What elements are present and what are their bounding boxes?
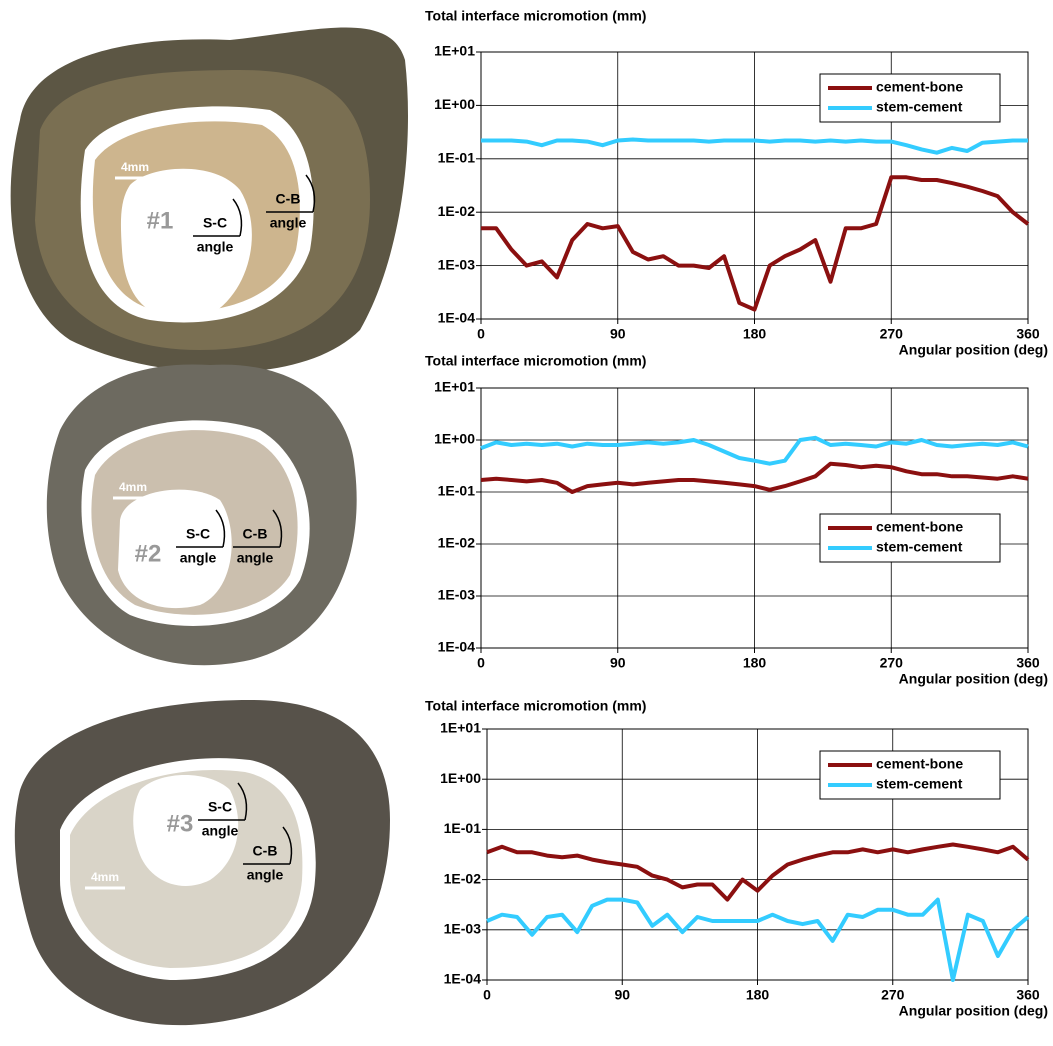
x-tick-label: 270 <box>880 326 904 342</box>
specimen-photo <box>15 700 390 1025</box>
x-tick-label: 180 <box>743 655 767 671</box>
specimen-photo <box>11 28 408 373</box>
y-tick-label: 1E-01 <box>444 820 482 836</box>
angle-label: C-B <box>253 843 278 859</box>
y-tick-label: 1E+00 <box>440 770 481 786</box>
y-tick-label: 1E-03 <box>438 587 476 603</box>
x-axis-label: Angular position (deg) <box>899 1003 1048 1019</box>
y-tick-label: 1E-03 <box>438 256 476 272</box>
legend-label: stem-cement <box>876 99 963 115</box>
x-tick-label: 0 <box>477 326 485 342</box>
chart-title: Total interface micromotion (mm) <box>425 8 646 24</box>
angle-label: angle <box>202 823 239 839</box>
legend-label: stem-cement <box>876 539 963 555</box>
y-tick-label: 1E+00 <box>434 96 475 112</box>
scale-label: 4mm <box>119 480 147 494</box>
y-tick-label: 1E+00 <box>434 431 475 447</box>
y-tick-label: 1E+01 <box>434 379 475 395</box>
y-tick-label: 1E-04 <box>444 971 482 987</box>
chart-title: Total interface micromotion (mm) <box>425 698 646 714</box>
x-tick-label: 360 <box>1016 987 1040 1003</box>
figure: #1 4mm S-C angle C-B angle #2 4mm S-C angle C-B ang… <box>0 0 1053 1046</box>
x-tick-label: 90 <box>610 655 626 671</box>
specimen-id: #1 <box>147 207 174 234</box>
y-tick-label: 1E+01 <box>440 720 481 736</box>
angle-label: angle <box>270 215 307 231</box>
legend-label: cement-bone <box>876 519 963 535</box>
x-axis-label: Angular position (deg) <box>899 342 1048 358</box>
angle-label: C-B <box>243 526 268 542</box>
angle-label: angle <box>180 550 217 566</box>
legend-label: stem-cement <box>876 776 963 792</box>
scale-label: 4mm <box>91 870 119 884</box>
specimen-id: #2 <box>135 540 162 567</box>
y-tick-label: 1E-02 <box>444 870 482 886</box>
chart-title: Total interface micromotion (mm) <box>425 353 646 369</box>
angle-label: angle <box>247 867 284 883</box>
x-tick-label: 270 <box>880 655 904 671</box>
x-tick-label: 180 <box>743 326 767 342</box>
chart: Total interface micromotion (mm) 1E-04 1E-… <box>425 8 1048 358</box>
scale-label: 4mm <box>121 160 149 174</box>
x-tick-label: 180 <box>746 987 770 1003</box>
angle-label: S-C <box>208 799 232 815</box>
x-tick-label: 0 <box>483 987 491 1003</box>
chart: Total interface micromotion (mm) 1E-04 1E-… <box>425 353 1048 687</box>
y-tick-label: 1E-04 <box>438 310 476 326</box>
x-tick-label: 360 <box>1016 326 1040 342</box>
chart: Total interface micromotion (mm) 1E-04 1E-… <box>425 698 1048 1019</box>
y-tick-label: 1E-04 <box>438 639 476 655</box>
legend-label: cement-bone <box>876 79 963 95</box>
specimen-photo <box>47 364 357 665</box>
legend-label: cement-bone <box>876 756 963 772</box>
x-tick-label: 90 <box>614 987 630 1003</box>
specimen-id: #3 <box>167 810 194 837</box>
x-tick-label: 360 <box>1016 655 1040 671</box>
x-tick-label: 270 <box>881 987 905 1003</box>
angle-label: C-B <box>276 191 301 207</box>
y-tick-label: 1E-03 <box>444 921 482 937</box>
angle-label: angle <box>197 239 234 255</box>
y-tick-label: 1E-02 <box>438 203 476 219</box>
x-tick-label: 0 <box>477 655 485 671</box>
angle-label: S-C <box>203 215 227 231</box>
y-tick-label: 1E-01 <box>438 483 476 499</box>
angle-label: angle <box>237 550 274 566</box>
x-axis-label: Angular position (deg) <box>899 671 1048 687</box>
x-tick-label: 90 <box>610 326 626 342</box>
y-tick-label: 1E-01 <box>438 150 476 166</box>
y-tick-label: 1E+01 <box>434 43 475 59</box>
angle-label: S-C <box>186 526 210 542</box>
y-tick-label: 1E-02 <box>438 535 476 551</box>
